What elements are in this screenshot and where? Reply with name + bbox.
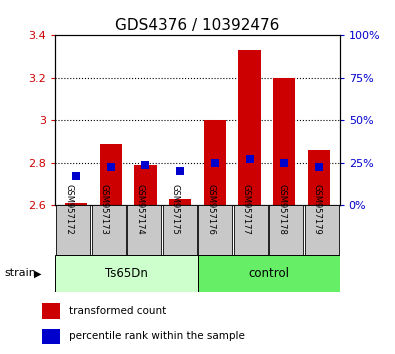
Text: ▶: ▶	[34, 268, 41, 279]
Text: Ts65Dn: Ts65Dn	[105, 267, 148, 280]
Bar	[163, 205, 197, 255]
Bar	[65, 203, 87, 205]
Bar	[100, 144, 122, 205]
Bar	[41, 329, 60, 344]
Text: GSM957177: GSM957177	[242, 184, 251, 235]
Bar	[127, 205, 161, 255]
Bar	[273, 78, 295, 205]
Bar	[92, 205, 126, 255]
Bar	[269, 205, 303, 255]
Text: control: control	[248, 267, 289, 280]
Text: GSM957174: GSM957174	[135, 184, 144, 235]
Title: GDS4376 / 10392476: GDS4376 / 10392476	[115, 18, 280, 33]
Text: percentile rank within the sample: percentile rank within the sample	[69, 331, 245, 341]
Text: GSM957176: GSM957176	[206, 184, 215, 235]
Text: GSM957178: GSM957178	[277, 184, 286, 235]
Bar	[238, 50, 261, 205]
Bar	[169, 199, 192, 205]
Text: GSM957173: GSM957173	[100, 184, 109, 235]
Text: GSM957175: GSM957175	[171, 184, 180, 235]
Bar	[305, 205, 339, 255]
Bar	[134, 165, 157, 205]
Text: strain: strain	[4, 268, 36, 279]
Bar	[198, 205, 232, 255]
Bar	[198, 255, 340, 292]
Text: GSM957179: GSM957179	[313, 184, 322, 235]
Text: GSM957172: GSM957172	[64, 184, 73, 235]
Bar	[234, 205, 268, 255]
Bar	[203, 120, 226, 205]
Bar	[56, 205, 90, 255]
Bar	[308, 150, 330, 205]
Bar	[41, 303, 60, 319]
Bar	[55, 255, 198, 292]
Text: transformed count: transformed count	[69, 306, 166, 316]
